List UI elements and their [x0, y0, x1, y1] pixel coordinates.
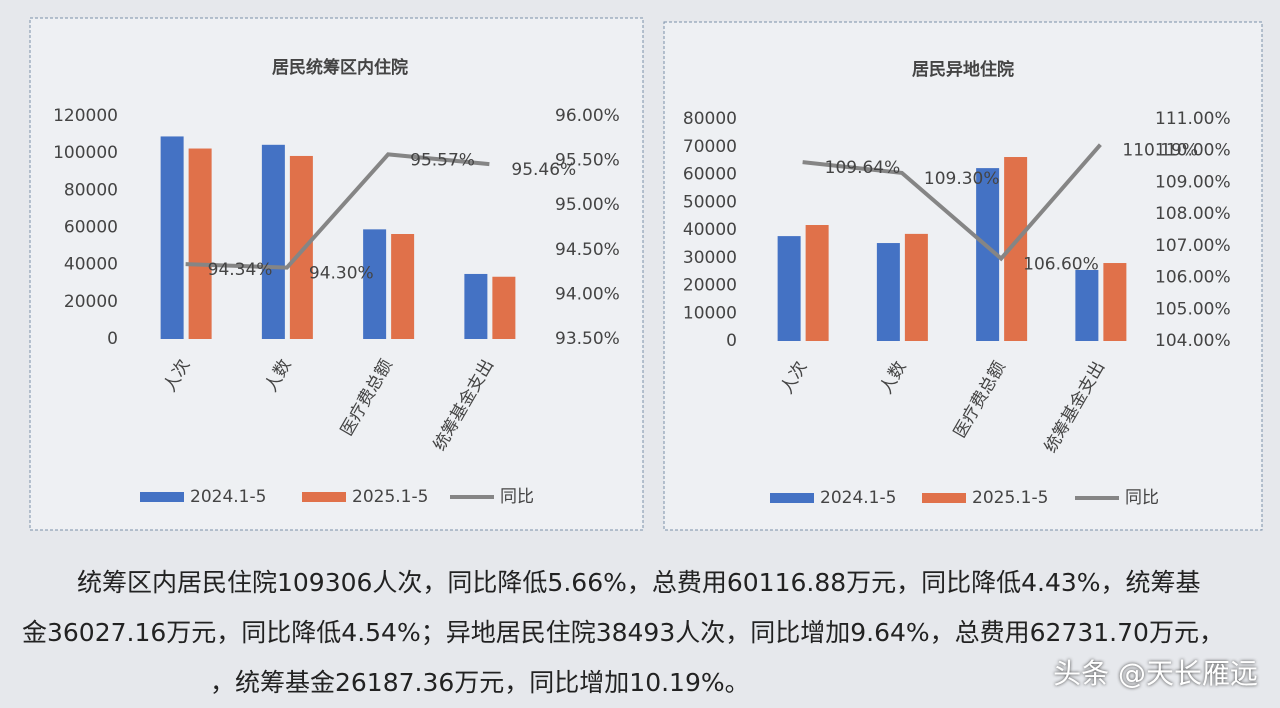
legend-swatch [922, 493, 966, 503]
value-label: 95.46% [511, 160, 576, 180]
legend-label: 同比 [1125, 488, 1159, 508]
y2-tick-label: 95.00% [555, 195, 620, 215]
bar [289, 155, 313, 339]
y2-tick-label: 107.00% [1155, 236, 1231, 256]
y2-tick-label: 105.00% [1155, 299, 1231, 319]
legend-swatch [770, 493, 814, 503]
y2-tick-label: 94.50% [555, 240, 620, 260]
y2-tick-label: 104.00% [1155, 331, 1231, 351]
bar [1004, 157, 1028, 341]
legend-label: 2024.1-5 [190, 487, 266, 507]
value-label: 109.30% [924, 169, 1000, 189]
bar [363, 229, 387, 339]
chart-title: 居民统筹区内住院 [272, 57, 408, 78]
legend-label: 2025.1-5 [972, 488, 1048, 508]
value-label: 94.30% [309, 264, 374, 284]
legend-label: 同比 [500, 487, 534, 507]
value-label: 95.57% [410, 150, 475, 170]
value-label: 94.34% [208, 260, 273, 280]
watermark: 头条 @天长雁远 [1053, 657, 1258, 690]
bar [188, 148, 212, 339]
y2-tick-label: 110.00% [1155, 141, 1231, 161]
bar [464, 273, 488, 339]
bar [261, 144, 285, 339]
legend-swatch [302, 492, 346, 502]
bar [876, 243, 900, 341]
y-tick-label: 10000 [683, 303, 737, 323]
bar [1103, 263, 1127, 341]
legend-label: 2024.1-5 [820, 488, 896, 508]
legend-swatch [140, 492, 184, 502]
y2-tick-label: 111.00% [1155, 109, 1231, 129]
paragraph-line: 金36027.16万元，同比降低4.54%；异地居民住院38493人次，同比增加… [22, 618, 1224, 647]
value-label: 106.60% [1023, 255, 1099, 275]
bar [777, 236, 801, 341]
y2-tick-label: 96.00% [555, 106, 620, 126]
paragraph-line: 统筹区内居民住院109306人次，同比降低5.66%，总费用60116.88万元… [77, 568, 1201, 597]
bar [976, 168, 1000, 341]
y2-tick-label: 106.00% [1155, 268, 1231, 288]
bar [391, 234, 415, 339]
legend-label: 2025.1-5 [352, 487, 428, 507]
y-tick-label: 60000 [683, 165, 737, 185]
line [802, 143, 1102, 262]
y-tick-label: 20000 [64, 292, 118, 312]
value-label: 110.19% [1122, 141, 1198, 161]
y-tick-label: 120000 [53, 106, 118, 126]
y-tick-label: 40000 [683, 220, 737, 240]
panel [663, 21, 1263, 531]
bar [904, 233, 928, 341]
y-tick-label: 70000 [683, 137, 737, 157]
y-tick-label: 80000 [683, 109, 737, 129]
panel [29, 17, 644, 531]
bar [160, 136, 184, 339]
y-tick-label: 80000 [64, 180, 118, 200]
y-tick-label: 0 [726, 331, 737, 351]
line [185, 152, 490, 270]
value-label: 109.64% [825, 158, 901, 178]
chart-title: 居民异地住院 [912, 59, 1014, 80]
y2-tick-label: 95.50% [555, 151, 620, 171]
bar [805, 225, 829, 341]
bar [492, 276, 516, 339]
y-tick-label: 60000 [64, 218, 118, 238]
y-tick-label: 100000 [53, 143, 118, 163]
y2-tick-label: 109.00% [1155, 172, 1231, 192]
bar [1075, 269, 1099, 341]
paragraph-line: ，统筹基金26187.36万元，同比增加10.19%。 [210, 668, 750, 697]
y-tick-label: 50000 [683, 192, 737, 212]
y2-tick-label: 93.50% [555, 329, 620, 349]
y-tick-label: 0 [107, 329, 118, 349]
y-tick-label: 30000 [683, 248, 737, 268]
y-tick-label: 20000 [683, 276, 737, 296]
y-tick-label: 40000 [64, 255, 118, 275]
y2-tick-label: 94.00% [555, 284, 620, 304]
y2-tick-label: 108.00% [1155, 204, 1231, 224]
